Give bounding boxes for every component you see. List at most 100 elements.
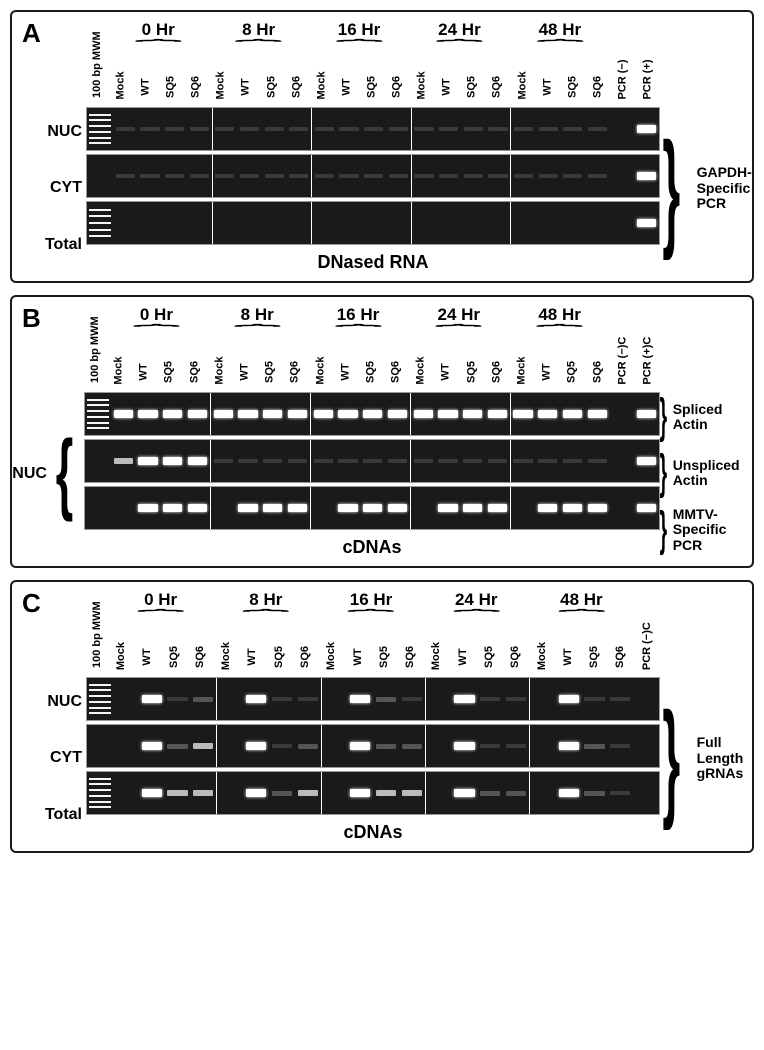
lane-label: SQ5 (566, 74, 578, 99)
panel-a: A NUC CYT Total 0 Hr⏞ 8 Hr⏞ 16 Hr⏞ 24 Hr… (10, 10, 754, 283)
gel-band (338, 410, 357, 418)
gel-band (389, 127, 408, 131)
gel-band (414, 459, 433, 463)
lane-label: SQ5 (265, 74, 277, 99)
lane-label: SQ5 (588, 644, 600, 670)
lane-label: WT (440, 359, 452, 384)
lane (165, 725, 191, 767)
lane (262, 155, 287, 197)
gel-band (339, 219, 358, 227)
ladder-icon (87, 772, 113, 814)
lane-label: Mock (516, 359, 528, 384)
lane (113, 725, 139, 767)
lane-label: Mock (325, 644, 337, 670)
lane (426, 678, 452, 720)
lane (111, 393, 136, 435)
lane (412, 108, 437, 150)
panel-b-left-label: NUC { (22, 305, 84, 558)
lane-label: SQ5 (165, 74, 177, 99)
lane (187, 108, 213, 150)
lane (633, 772, 659, 814)
lane (111, 487, 136, 529)
lane (322, 678, 348, 720)
gel-band (513, 459, 532, 463)
gel-band (464, 174, 483, 178)
lane (336, 393, 361, 435)
lane (585, 155, 610, 197)
lane (213, 108, 238, 150)
lane (185, 393, 211, 435)
lane (160, 487, 185, 529)
gel-band (636, 742, 656, 750)
lane (139, 772, 165, 814)
ladder-icon (87, 155, 113, 197)
lane (556, 678, 582, 720)
gel-band (439, 127, 458, 131)
right-label: MMTV-Specific PCR (673, 507, 742, 553)
gel-band (238, 410, 257, 418)
panel-a-lane-labels: 100 bp MWMMockWTSQ5SQ6MockWTSQ5SQ6MockWT… (86, 57, 660, 107)
lane (336, 440, 361, 482)
gel-band (480, 744, 500, 748)
gel-band (193, 790, 213, 796)
gel-band (389, 174, 408, 178)
lane (461, 155, 486, 197)
lane (460, 440, 485, 482)
lane (503, 725, 530, 767)
lane (243, 678, 269, 720)
gel-band (324, 742, 344, 750)
gel-band (214, 504, 233, 512)
lanes (111, 440, 659, 482)
lane (426, 725, 452, 767)
lane-label: SQ6 (391, 74, 403, 99)
lane (243, 772, 269, 814)
lane (322, 772, 348, 814)
lane (113, 108, 138, 150)
gel-band (238, 504, 257, 512)
lane-label: WT (138, 359, 150, 384)
lane-label: WT (541, 74, 553, 99)
gel-band (612, 410, 631, 418)
lane (165, 678, 191, 720)
lane (436, 487, 461, 529)
lane-label: SQ6 (299, 644, 311, 670)
gel-band (610, 791, 630, 795)
lane (262, 108, 287, 150)
gel-band (588, 127, 607, 131)
gel-band (414, 504, 433, 512)
lane-label: SQ6 (591, 74, 603, 99)
lane (162, 202, 187, 244)
gel-band (265, 127, 284, 131)
gel-band (539, 127, 558, 131)
lane-label: WT (340, 74, 352, 99)
lane (269, 678, 295, 720)
gel-band (539, 219, 558, 227)
gel-band (350, 789, 370, 797)
lane (211, 440, 236, 482)
ladder-icon (87, 108, 113, 150)
lane (187, 155, 213, 197)
gel-band (584, 697, 604, 701)
gel-band (167, 744, 187, 749)
gel-band (138, 410, 157, 418)
lane (211, 393, 236, 435)
lane (285, 393, 311, 435)
lanes (113, 725, 659, 767)
lane (138, 155, 163, 197)
gel-band (339, 174, 358, 178)
lane (347, 725, 373, 767)
lane (269, 772, 295, 814)
lane (162, 108, 187, 150)
gel-band (539, 174, 558, 178)
panel-b: B NUC { 0 Hr⏞ 8 Hr⏞ 16 Hr⏞ 24 Hr⏞ 48 Hr⏞… (10, 295, 754, 568)
lane (295, 772, 322, 814)
gel-band (140, 219, 159, 227)
lane (260, 440, 285, 482)
panel-c-content: NUC CYT Total 0 Hr⏞ 8 Hr⏞ 16 Hr⏞ 24 Hr⏞ … (22, 590, 742, 843)
gel-band (246, 695, 266, 703)
lane (311, 393, 336, 435)
lane (386, 202, 412, 244)
gel-band (288, 459, 307, 463)
lane (399, 678, 426, 720)
gel-band (559, 742, 579, 750)
